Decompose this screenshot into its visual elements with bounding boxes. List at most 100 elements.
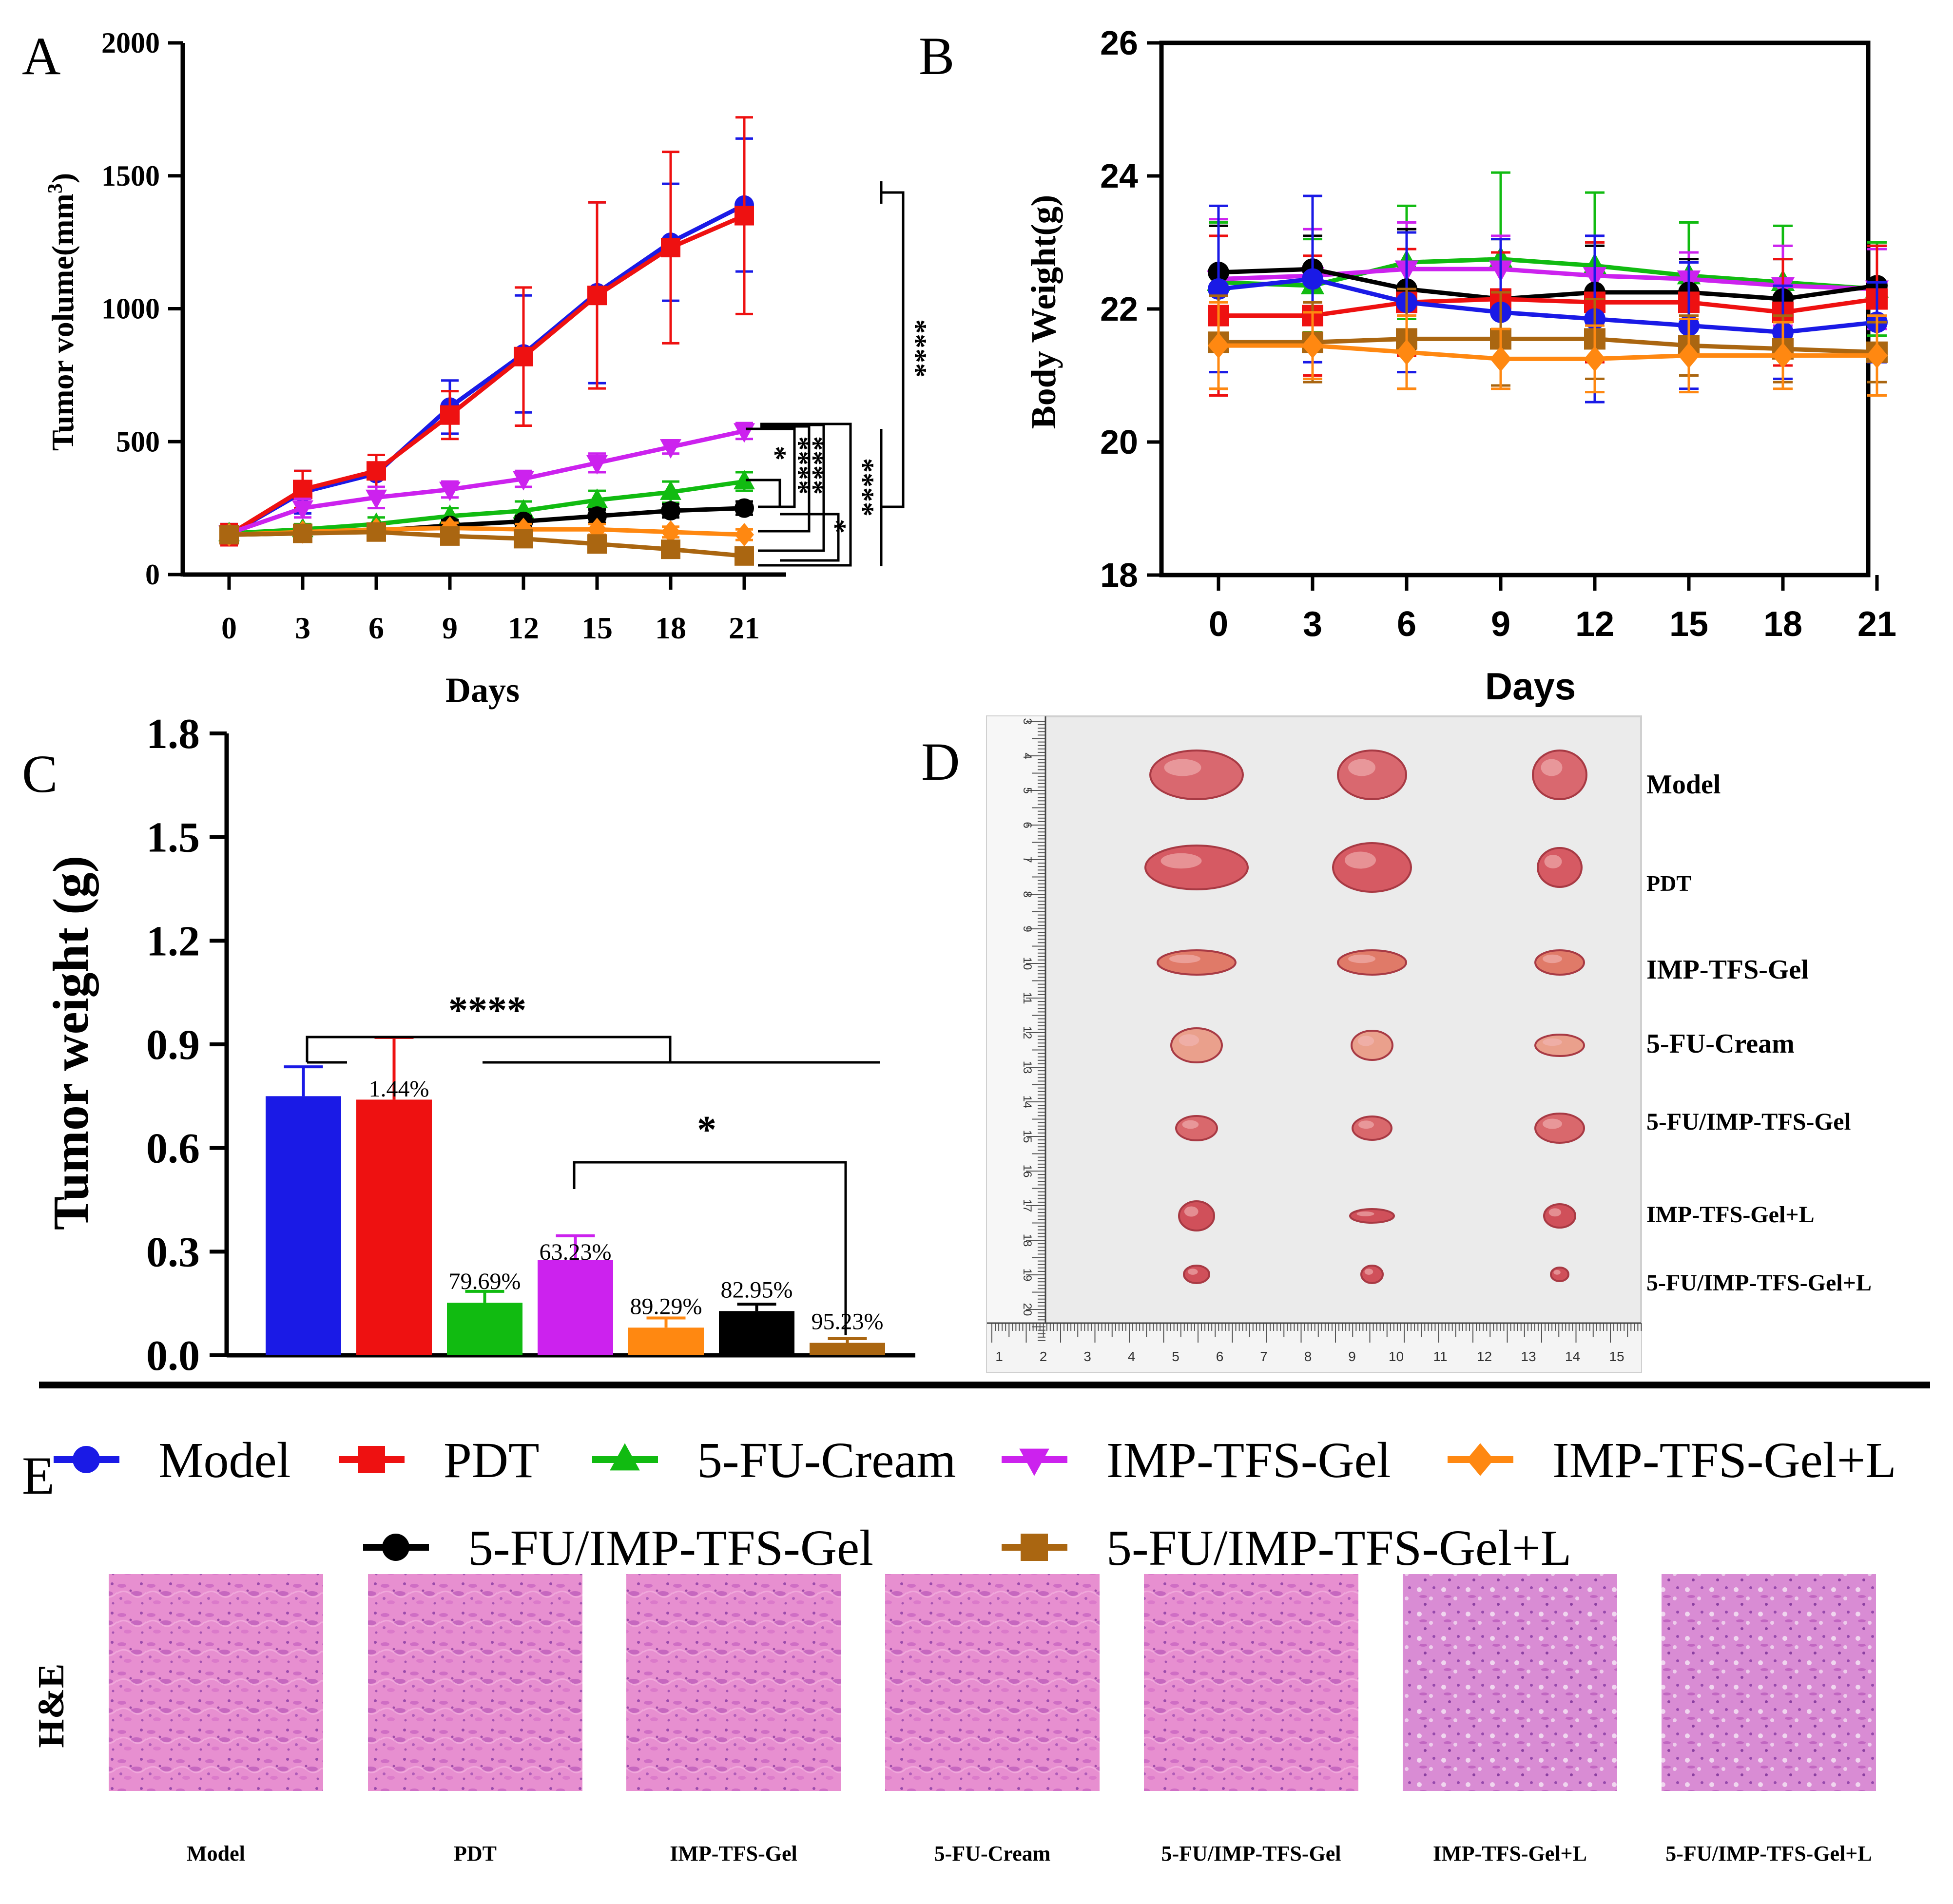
- legend-item-pdt: PDT: [339, 1432, 539, 1488]
- tumor-highlight: [1364, 1269, 1373, 1275]
- c-error-bar: [284, 1065, 323, 1096]
- c-y-tick-label: 1.2: [146, 918, 200, 965]
- c-y-tick-label: 0.9: [146, 1021, 200, 1069]
- legend-marker-model: [73, 1446, 100, 1473]
- ruler-number: 15: [1609, 1349, 1624, 1364]
- he-image-imp-tfs-gel: [626, 1574, 841, 1791]
- he-caption-5-fu-imp-tfs-gel-l: 5-FU/IMP-TFS-Gel+L: [1665, 1842, 1872, 1866]
- a-point-imp-tfs-gel-l: [661, 520, 680, 544]
- c-bar-label: 82.95%: [721, 1277, 793, 1303]
- he-caption-model: Model: [187, 1842, 245, 1866]
- tumor-highlight: [1357, 1036, 1374, 1046]
- a-point-imp-tfs-gel: [586, 455, 608, 475]
- b-point-imp-tfs-gel-l: [1678, 343, 1700, 368]
- a-point-5-fu-imp-tfs-gel-l: [661, 539, 680, 559]
- c-significance: **** *: [306, 989, 880, 1335]
- b-x-tick-label: 3: [1303, 605, 1322, 644]
- a-point-5-fu-imp-tfs-gel: [735, 498, 754, 518]
- c-error-bar: [646, 1316, 686, 1328]
- b-series-imp-tfs-gel-l: [1208, 301, 1888, 397]
- legend-marker-imp-tfs-gel: [1019, 1448, 1049, 1476]
- legend-marker-5-fu-imp-tfs-gel-l: [1021, 1534, 1048, 1561]
- legend-marker-pdt: [358, 1446, 385, 1473]
- c-bar-label: 1.44%: [369, 1076, 429, 1102]
- ruler-vertical: [987, 716, 1045, 1372]
- c-bar-5-fu-cream: [447, 1303, 522, 1355]
- ruler-number: 1: [995, 1349, 1003, 1364]
- ruler-number: 4: [1128, 1349, 1136, 1364]
- b-x-label: Days: [1485, 665, 1576, 708]
- a-line-5-fu-imp-tfs-gel-l: [229, 530, 745, 558]
- a-point-5-fu-imp-tfs-gel: [661, 501, 680, 521]
- legend-marker-imp-tfs-gel-l: [1467, 1443, 1494, 1476]
- tumor-sample: [1178, 1200, 1215, 1231]
- he-caption-pdt: PDT: [454, 1842, 497, 1866]
- a-y-tick-label: 1000: [101, 293, 160, 325]
- a-point-imp-tfs-gel: [366, 489, 387, 509]
- a-sig-label-0: ****: [900, 319, 932, 378]
- b-x-tick-label: 12: [1575, 605, 1614, 644]
- c-error-bar: [737, 1303, 776, 1311]
- b-point-imp-tfs-gel-l: [1208, 332, 1229, 359]
- b-line-pdt: [1218, 297, 1877, 318]
- a-line-5-fu-cream: [229, 479, 745, 536]
- tumor-sample: [1157, 949, 1237, 976]
- legend-item-5-fu-cream: 5-FU-Cream: [592, 1432, 956, 1488]
- b-point-imp-tfs-gel-l: [1490, 346, 1511, 372]
- c-y-tick-label: 0.0: [146, 1332, 200, 1380]
- legend-item-imp-tfs-gel-l: IMP-TFS-Gel+L: [1448, 1432, 1896, 1488]
- ruler-number: 3: [1083, 1349, 1091, 1364]
- legend: Model PDT 5-FU-Cream IMP-TFS-Gel IMP-TFS-Gel…: [54, 1432, 1896, 1576]
- he-image-5-fu-imp-tfs-gel: [1144, 1574, 1358, 1791]
- tumor-highlight: [1543, 1038, 1562, 1046]
- he-image-imp-tfs-gel-l: [1403, 1574, 1617, 1791]
- ruler-number: 10: [1021, 957, 1034, 970]
- panel-label-c: C: [22, 744, 58, 804]
- a-point-5-fu-imp-tfs-gel-l: [735, 546, 754, 566]
- a-y-tick-label: 2000: [101, 27, 160, 59]
- ruler-number: 14: [1021, 1096, 1034, 1109]
- legend-label: 5-FU/IMP-TFS-Gel: [468, 1520, 873, 1576]
- tumor-sample: [1170, 1027, 1223, 1063]
- a-point-pdt: [587, 286, 607, 306]
- b-x-tick-label: 0: [1209, 605, 1228, 644]
- a-x-tick-label: 21: [729, 611, 760, 645]
- a-point-pdt: [367, 461, 386, 481]
- c-y-tick-label: 1.5: [146, 814, 200, 862]
- tumor-sample: [1537, 847, 1583, 888]
- a-sig-label-2: ****: [783, 436, 815, 495]
- tumor-highlight: [1544, 855, 1562, 868]
- ruler-number: 8: [1021, 891, 1034, 897]
- tumor-row-label-5-fu-imp-tfs-gel-l: 5-FU/IMP-TFS-Gel+L: [1646, 1270, 1872, 1296]
- a-x-tick-label: 15: [581, 611, 613, 645]
- he-image-5-fu-imp-tfs-gel-l: [1662, 1574, 1876, 1791]
- a-x-tick-label: 6: [368, 611, 384, 645]
- a-point-5-fu-imp-tfs-gel-l: [514, 529, 533, 549]
- tumor-highlight: [1541, 759, 1563, 776]
- ruler-number: 13: [1021, 1061, 1034, 1074]
- a-point-5-fu-imp-tfs-gel-l: [587, 534, 607, 554]
- ruler-number: 11: [1021, 992, 1034, 1004]
- c-bar-imp-tfs-gel-l: [628, 1327, 704, 1355]
- c-y-tick-label: 0.3: [146, 1229, 200, 1276]
- a-point-5-fu-imp-tfs-gel-l: [440, 526, 460, 546]
- a-point-5-fu-cream: [660, 480, 681, 500]
- ruler-number: 7: [1260, 1349, 1268, 1364]
- he-image-5-fu-cream: [885, 1574, 1100, 1791]
- he-row-label: H&E: [31, 1663, 72, 1748]
- c-y-label: Tumor weight (g): [43, 856, 99, 1230]
- tumor-sample: [1332, 842, 1412, 893]
- tumor-sample: [1351, 1030, 1393, 1061]
- a-x-tick-label: 0: [221, 611, 237, 645]
- tumor-highlight: [1184, 1206, 1199, 1217]
- tumor-row-label-imp-tfs-gel: IMP-TFS-Gel: [1646, 955, 1809, 985]
- ruler-number: 12: [1021, 1026, 1034, 1039]
- c-bar-imp-tfs-gel: [538, 1260, 613, 1355]
- panel-label-b: B: [919, 26, 954, 86]
- tumor-row-label-pdt: PDT: [1646, 871, 1691, 896]
- legend-label: Model: [158, 1432, 291, 1488]
- c-bar-label: 79.69%: [449, 1269, 521, 1294]
